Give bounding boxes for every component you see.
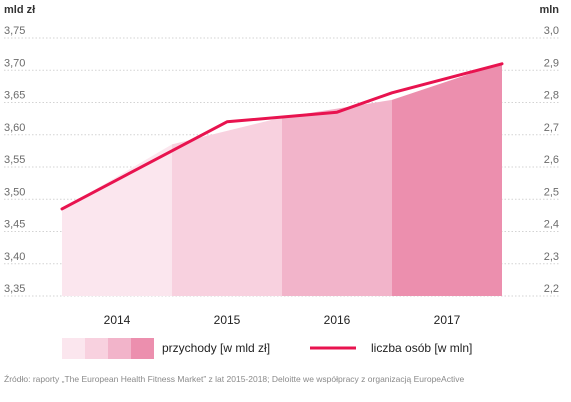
right-tick-label: 2,4 xyxy=(544,219,559,231)
revenue-area-series xyxy=(62,63,502,297)
legend-label-people: liczba osób [w mln] xyxy=(371,341,472,355)
x-tick-label: 2014 xyxy=(104,313,131,327)
right-axis-ticks: 2,2 2,3 2,4 2,5 2,6 2,7 2,8 2,9 3,0 xyxy=(544,25,559,295)
legend-area-swatch xyxy=(62,338,85,359)
right-tick-label: 2,5 xyxy=(544,186,559,198)
legend: przychody [w mld zł] liczba osób [w mln] xyxy=(62,338,472,359)
right-tick-label: 2,3 xyxy=(544,251,559,263)
left-tick-label: 3,35 xyxy=(4,283,25,295)
right-axis-unit: mln xyxy=(539,4,559,16)
area-segment-2014 xyxy=(62,144,172,296)
x-tick-label: 2017 xyxy=(434,313,461,327)
area-segment-2017 xyxy=(392,63,502,296)
legend-label-revenue: przychody [w mld zł] xyxy=(162,341,270,355)
left-tick-label: 3,55 xyxy=(4,154,25,166)
right-tick-label: 2,8 xyxy=(544,90,559,102)
legend-area-swatches xyxy=(62,338,154,359)
left-tick-label: 3,50 xyxy=(4,186,25,198)
left-axis-ticks: 3,35 3,40 3,45 3,50 3,55 3,60 3,65 3,70 3,75 xyxy=(4,25,25,295)
right-tick-label: 3,0 xyxy=(544,25,559,37)
right-tick-label: 2,6 xyxy=(544,154,559,166)
left-tick-label: 3,65 xyxy=(4,90,25,102)
legend-area-swatch xyxy=(85,338,108,359)
legend-area-swatch xyxy=(131,338,154,359)
people-line xyxy=(60,62,504,211)
x-tick-label: 2015 xyxy=(214,313,241,327)
left-tick-label: 3,45 xyxy=(4,219,25,231)
legend-area-swatch xyxy=(108,338,131,359)
right-tick-label: 2,9 xyxy=(544,57,559,69)
left-tick-label: 3,40 xyxy=(4,251,25,263)
right-tick-label: 2,2 xyxy=(544,283,559,295)
area-segment-2015 xyxy=(172,117,282,297)
left-tick-label: 3,70 xyxy=(4,57,25,69)
x-axis-ticks: 2014 2015 2016 2017 xyxy=(104,313,461,327)
right-tick-label: 2,7 xyxy=(544,122,559,134)
left-tick-label: 3,60 xyxy=(4,122,25,134)
left-axis-unit: mld zł xyxy=(4,4,35,16)
source-note: Źródło: raporty „The European Health Fit… xyxy=(4,374,464,384)
area-segment-2016 xyxy=(282,99,392,296)
left-tick-label: 3,75 xyxy=(4,25,25,37)
people-line-series xyxy=(60,62,504,211)
x-tick-label: 2016 xyxy=(324,313,351,327)
